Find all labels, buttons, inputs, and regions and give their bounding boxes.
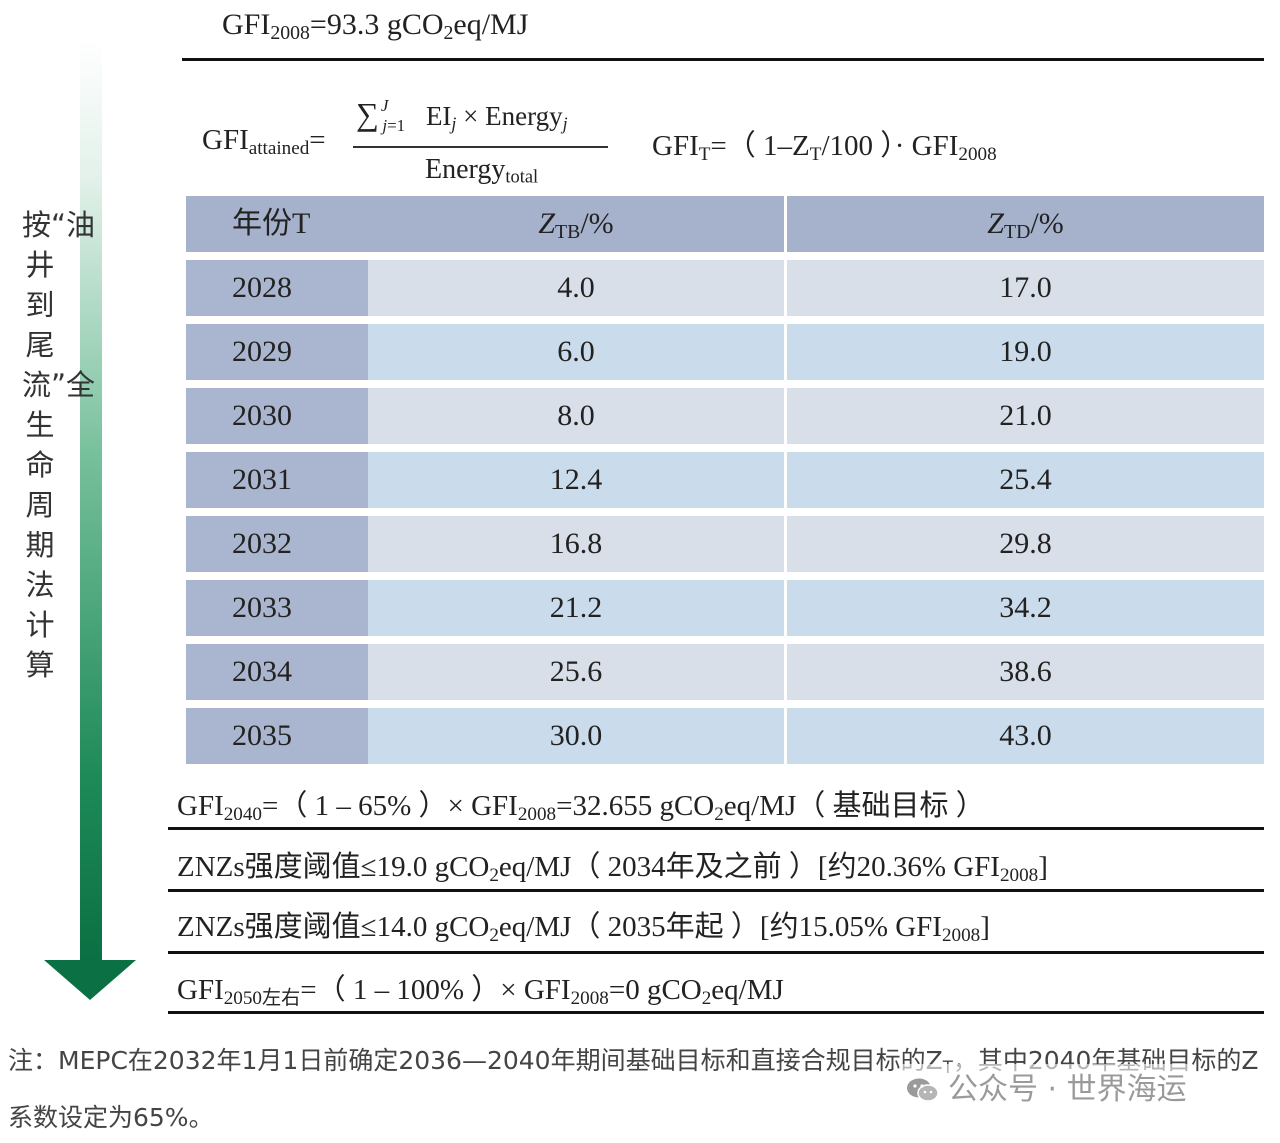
table-header-row: 年份T ZTB/% ZTD/% bbox=[186, 196, 1264, 252]
gfi-t-formula: GFIT=（ 1–ZT/100 ）· GFI2008 bbox=[652, 130, 997, 165]
z-factor-table: 年份T ZTB/% ZTD/% 2028 4.0 17.0 2029 6.0 1… bbox=[186, 196, 1264, 772]
table-row: 2028 4.0 17.0 bbox=[186, 260, 1264, 316]
ztb-cell: 16.8 bbox=[368, 516, 784, 572]
column-divider bbox=[784, 708, 787, 764]
column-divider bbox=[784, 388, 787, 444]
ztd-cell: 25.4 bbox=[787, 452, 1264, 508]
ztb-cell: 8.0 bbox=[368, 388, 784, 444]
column-divider bbox=[784, 644, 787, 700]
table-row: 2029 6.0 19.0 bbox=[186, 324, 1264, 380]
ztd-cell: 43.0 bbox=[787, 708, 1264, 764]
arrow-head bbox=[44, 960, 136, 1000]
year-cell: 2035 bbox=[186, 708, 368, 764]
ztd-cell: 19.0 bbox=[787, 324, 1264, 380]
ztb-cell: 30.0 bbox=[368, 708, 784, 764]
divider bbox=[168, 951, 1264, 954]
ztb-cell: 25.6 bbox=[368, 644, 784, 700]
header-ztd: ZTD/% bbox=[987, 207, 1064, 243]
fraction-denominator: Energytotal bbox=[425, 154, 539, 187]
column-divider bbox=[784, 452, 787, 508]
table-row: 2035 30.0 43.0 bbox=[186, 708, 1264, 764]
year-cell: 2033 bbox=[186, 580, 368, 636]
table-row: 2034 25.6 38.6 bbox=[186, 644, 1264, 700]
year-cell: 2029 bbox=[186, 324, 368, 380]
year-cell: 2031 bbox=[186, 452, 368, 508]
znz-threshold-2035-line: ZNZs强度阈值≤14.0 gCO2eq/MJ（ 2035年起 ）[约15.05… bbox=[177, 911, 990, 946]
wechat-icon bbox=[907, 1078, 939, 1102]
ztd-cell: 17.0 bbox=[787, 260, 1264, 316]
divider bbox=[168, 827, 1264, 830]
column-divider bbox=[784, 516, 787, 572]
year-cell: 2034 bbox=[186, 644, 368, 700]
divider bbox=[168, 889, 1264, 892]
gfi-2008-value: GFI2008=93.3 gCO2eq/MJ bbox=[222, 8, 529, 44]
column-divider bbox=[784, 196, 787, 252]
table-row: 2031 12.4 25.4 bbox=[186, 452, 1264, 508]
ztb-cell: 12.4 bbox=[368, 452, 784, 508]
fraction-bar bbox=[353, 146, 608, 148]
header-year: 年份T bbox=[232, 207, 311, 240]
divider bbox=[168, 1011, 1264, 1014]
year-cell: 2028 bbox=[186, 260, 368, 316]
ztd-cell: 38.6 bbox=[787, 644, 1264, 700]
watermark-text: 公众号 · 世界海运 bbox=[948, 1072, 1187, 1107]
table-row: 2030 8.0 21.0 bbox=[186, 388, 1264, 444]
year-cell: 2032 bbox=[186, 516, 368, 572]
ztb-cell: 21.2 bbox=[368, 580, 784, 636]
ztd-cell: 34.2 bbox=[787, 580, 1264, 636]
ztd-cell: 21.0 bbox=[787, 388, 1264, 444]
column-divider bbox=[784, 580, 787, 636]
top-divider bbox=[182, 58, 1264, 61]
year-cell: 2030 bbox=[186, 388, 368, 444]
column-divider bbox=[784, 260, 787, 316]
down-arrow-icon bbox=[80, 40, 102, 962]
column-divider bbox=[784, 324, 787, 380]
table-row: 2033 21.2 34.2 bbox=[186, 580, 1264, 636]
table-row: 2032 16.8 29.8 bbox=[186, 516, 1264, 572]
gfi-2040-line: GFI2040=（ 1 – 65% ）× GFI2008=32.655 gCO2… bbox=[177, 790, 985, 825]
znz-threshold-2034-line: ZNZs强度阈值≤19.0 gCO2eq/MJ（ 2034年及之前 ）[约20.… bbox=[177, 851, 1048, 886]
fraction-numerator: ∑ Jj=1 EIj × Energyj bbox=[356, 96, 568, 135]
method-label: 按“油井到尾流”全生命周期法计算 bbox=[22, 208, 96, 682]
watermark: 公众号 · 世界海运 bbox=[900, 1064, 1193, 1108]
footnote: 注：MEPC在2032年1月1日前确定2036—2040年期间基础目标和直接合规… bbox=[8, 1046, 1259, 1133]
header-ztb: ZTB/% bbox=[538, 207, 614, 243]
gfi-2050-line: GFI2050左右=（ 1 – 100% ）× GFI2008=0 gCO2eq… bbox=[177, 974, 784, 1009]
ztb-cell: 6.0 bbox=[368, 324, 784, 380]
ztd-cell: 29.8 bbox=[787, 516, 1264, 572]
ztb-cell: 4.0 bbox=[368, 260, 784, 316]
gfi-attained-label: GFIattained= bbox=[202, 124, 326, 159]
